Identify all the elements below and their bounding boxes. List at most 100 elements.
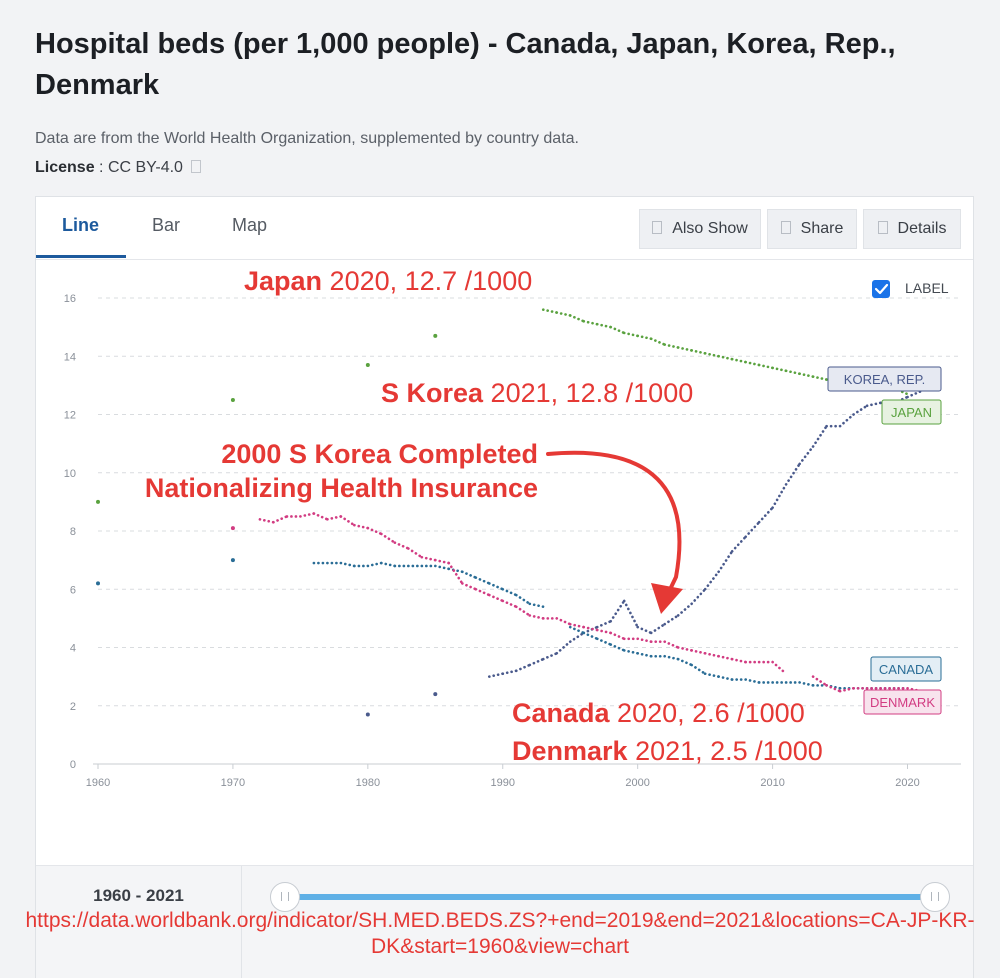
series-segment: [649, 622, 666, 635]
details-button[interactable]: Details: [863, 209, 961, 249]
data-point[interactable]: [365, 712, 370, 717]
series-segment: [730, 535, 747, 553]
data-point[interactable]: [433, 333, 438, 338]
series-segment: [906, 389, 923, 399]
data-point[interactable]: [230, 526, 235, 531]
annotation-denmark-detail: 2021, 2.5 /1000: [628, 736, 823, 766]
series-segment: [676, 657, 693, 667]
annotation-reform2-bold: Nationalizing Health Insurance: [145, 473, 538, 503]
series-segment: [744, 678, 761, 684]
annotation-denmark-bold: Denmark: [512, 736, 629, 766]
x-tick-label: 2020: [895, 777, 919, 789]
y-tick-label: 10: [64, 468, 76, 480]
series-segment: [771, 660, 788, 676]
share-icon: [780, 221, 791, 234]
annotation-japan-detail: 2020, 12.7 /1000: [322, 266, 532, 296]
y-tick-label: 4: [70, 643, 76, 655]
tab-map[interactable]: Map: [232, 215, 268, 235]
tab-line[interactable]: Line: [62, 215, 100, 235]
annotation-reform1-bold: 2000 S Korea Completed: [221, 439, 538, 469]
series-segment: [892, 395, 909, 405]
series-segment: [663, 343, 680, 349]
series-segment: [258, 518, 275, 524]
series-segment: [690, 349, 707, 355]
series-segment: [703, 672, 720, 678]
series-segment: [838, 686, 855, 693]
series-segment: [865, 401, 882, 408]
series-segment: [609, 643, 626, 652]
series-segment: [568, 622, 586, 629]
data-point[interactable]: [96, 581, 100, 586]
series-segment: [636, 637, 653, 643]
license-value[interactable]: CC BY-4.0: [107, 159, 183, 176]
series-segment: [393, 541, 410, 550]
series-segment: [798, 681, 815, 687]
series-segment: [380, 561, 397, 568]
legend-tag-japan[interactable]: [881, 399, 942, 425]
license-label: License: [35, 159, 95, 176]
series-segment: [487, 593, 505, 603]
annotation-canada-bold: Canada: [512, 698, 611, 728]
series-segment: [582, 320, 599, 326]
series-segment: [757, 363, 774, 370]
tab-bar[interactable]: Bar: [152, 215, 181, 235]
series-segment: [784, 369, 801, 376]
series-segment: [433, 558, 451, 565]
series-segment: [582, 631, 599, 641]
external-link-icon[interactable]: [190, 160, 201, 173]
y-tick-label: 8: [70, 526, 76, 538]
series-segment: [622, 331, 639, 338]
series-segment: [420, 555, 437, 562]
data-point[interactable]: [96, 499, 100, 504]
x-tick-label: 1970: [221, 777, 245, 789]
series-segment: [690, 587, 707, 606]
series-segment: [622, 599, 639, 629]
series-segment: [568, 625, 586, 635]
series-segment: [636, 334, 653, 341]
legend-tag-korea[interactable]: [827, 366, 942, 392]
series-segment: [838, 413, 855, 428]
x-tick-label: 2000: [625, 777, 649, 789]
series-segment: [649, 337, 666, 346]
legend-tag-denmark[interactable]: [863, 689, 942, 715]
series-segment: [690, 649, 707, 655]
series-segment: [892, 386, 909, 396]
series-segment: [474, 576, 491, 585]
data-point[interactable]: [433, 692, 438, 697]
series-segment: [299, 512, 316, 518]
series-segment: [433, 564, 451, 571]
page-title: Hospital beds (per 1,000 people) - Canad…: [35, 28, 896, 101]
y-tick-label: 2: [70, 701, 76, 713]
x-tick-label: 1990: [491, 777, 515, 789]
data-source-note: Data are from the World Health Organizat…: [35, 130, 579, 147]
label-checkbox[interactable]: [872, 280, 890, 298]
range-start-handle[interactable]: [270, 882, 300, 912]
data-point[interactable]: [365, 362, 370, 367]
series-segment: [339, 515, 356, 527]
share-button[interactable]: Share: [767, 209, 857, 249]
series-segment: [811, 424, 828, 448]
series-segment: [568, 314, 586, 323]
data-point[interactable]: [230, 397, 235, 402]
line-chart: 0 2 4 6 8 10 12 14 16 1960 1970 1980 1990 2000 2010 202…: [64, 266, 961, 789]
data-point[interactable]: [230, 558, 235, 563]
chart-card: Line Bar Map Also Show Share Details 0 2 4…: [35, 196, 974, 978]
series-segment: [676, 346, 693, 352]
series-segment: [514, 605, 532, 617]
range-slider-track[interactable]: [283, 894, 935, 900]
series-segment: [555, 311, 572, 317]
annotation-korea-detail: 2021, 12.8 /1000: [483, 378, 693, 408]
legend-tag-label-japan: JAPAN: [891, 405, 932, 420]
also-show-button[interactable]: Also Show: [639, 209, 761, 249]
annotation-japan-bold: Japan: [244, 266, 322, 296]
also-show-label: Also Show: [672, 220, 748, 237]
series-segment: [447, 561, 464, 585]
series-segment: [744, 520, 761, 539]
legend-tag-canada[interactable]: [870, 656, 942, 682]
details-label: Details: [897, 220, 947, 237]
range-end-handle[interactable]: [920, 882, 950, 912]
series-segment: [380, 532, 397, 544]
series-segment: [595, 619, 612, 629]
annotation-korea-bold: S Korea: [381, 378, 484, 408]
annotation-arrow: [546, 450, 682, 604]
